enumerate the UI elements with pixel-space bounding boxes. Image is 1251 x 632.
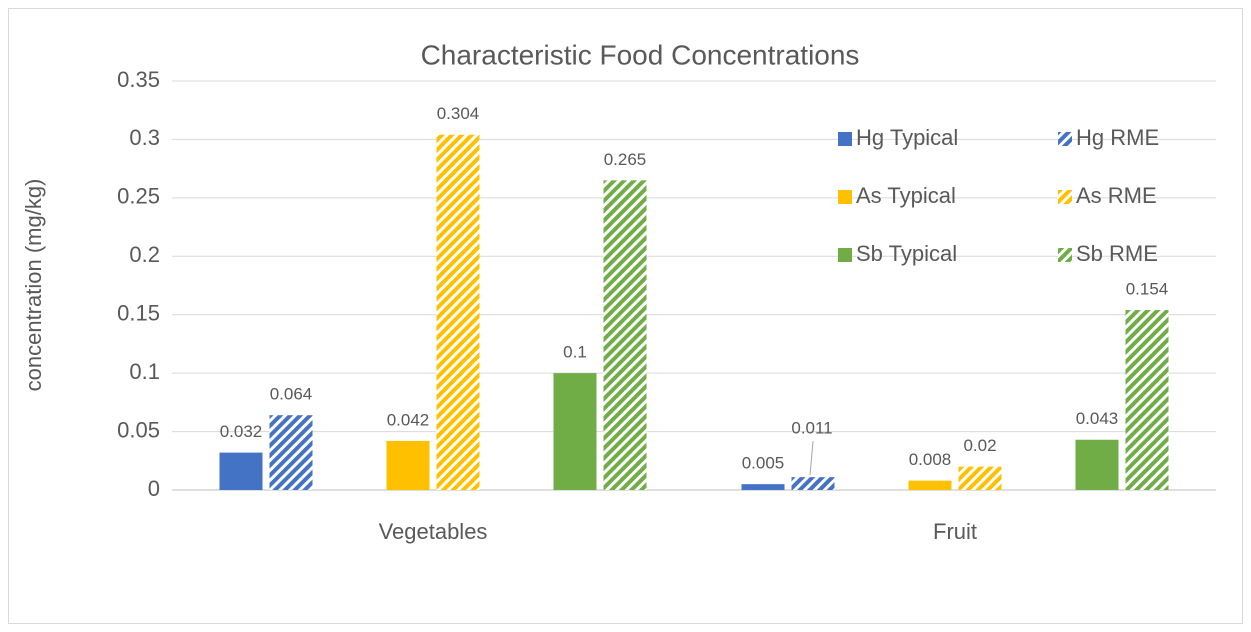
- y-tick-label: 0.35: [117, 67, 160, 92]
- x-tick-label: Fruit: [933, 519, 977, 544]
- y-tick-label: 0.1: [129, 359, 160, 384]
- data-label: 0.064: [270, 385, 313, 404]
- data-label: 0.265: [604, 150, 647, 169]
- data-label: 0.043: [1076, 409, 1119, 428]
- legend-label: Hg RME: [1076, 125, 1159, 150]
- y-tick-label: 0.3: [129, 125, 160, 150]
- legend-swatch: [1058, 132, 1072, 146]
- legend-swatch: [1058, 248, 1072, 262]
- y-axis-label: concentration (mg/kg): [21, 179, 46, 392]
- bar: [958, 466, 1002, 490]
- y-tick-label: 0.05: [117, 417, 160, 442]
- bar: [908, 480, 952, 490]
- data-label: 0.02: [963, 436, 996, 455]
- bar: [1075, 439, 1119, 490]
- bar: [1125, 310, 1169, 490]
- legend-swatch: [1058, 190, 1072, 204]
- legend-swatch: [838, 248, 852, 262]
- y-tick-label: 0: [148, 476, 160, 501]
- bar: [553, 373, 597, 490]
- leader-line: [809, 441, 814, 476]
- bar: [386, 440, 430, 490]
- data-label: 0.032: [220, 422, 263, 441]
- data-label: 0.1: [563, 343, 587, 362]
- data-label: 0.008: [909, 450, 952, 469]
- y-tick-label: 0.25: [117, 184, 160, 209]
- legend-swatch: [838, 190, 852, 204]
- y-tick-label: 0.15: [117, 301, 160, 326]
- bar: [603, 180, 647, 491]
- data-label: 0.042: [387, 410, 430, 429]
- bar: [436, 134, 480, 491]
- data-label: 0.005: [742, 454, 785, 473]
- y-tick-label: 0.2: [129, 242, 160, 267]
- legend-label: Hg Typical: [856, 125, 958, 150]
- data-label: 0.304: [437, 104, 480, 123]
- bar: [791, 477, 835, 490]
- legend-label: As RME: [1076, 183, 1157, 208]
- x-tick-label: Vegetables: [379, 519, 488, 544]
- chart-title: Characteristic Food Concentrations: [421, 39, 860, 70]
- data-label: 0.011: [791, 419, 832, 438]
- data-label: 0.154: [1126, 280, 1169, 299]
- bar: [741, 484, 785, 490]
- legend-label: As Typical: [856, 183, 956, 208]
- legend-swatch: [838, 132, 852, 146]
- legend-label: Sb RME: [1076, 241, 1158, 266]
- legend-label: Sb Typical: [856, 241, 957, 266]
- bar: [219, 452, 263, 490]
- bar: [269, 415, 313, 490]
